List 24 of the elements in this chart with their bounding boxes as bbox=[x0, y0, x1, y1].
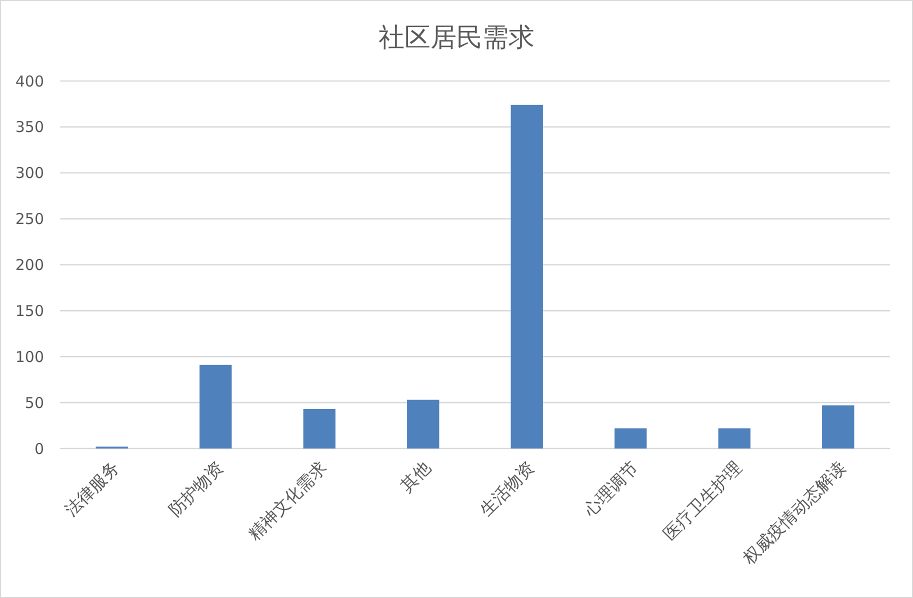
x-tick-label: 精神文化需求 bbox=[244, 458, 332, 544]
bar bbox=[200, 364, 232, 448]
bar bbox=[303, 408, 336, 448]
y-tick-label: 200 bbox=[15, 256, 44, 274]
x-tick-label: 医疗卫生护理 bbox=[660, 458, 746, 544]
bar bbox=[510, 104, 543, 448]
bar bbox=[822, 405, 854, 448]
x-tick-label: 其他 bbox=[396, 458, 435, 496]
x-tick-label: 法律服务 bbox=[61, 458, 124, 520]
y-tick-label: 400 bbox=[15, 72, 44, 90]
y-tick-label: 250 bbox=[15, 210, 44, 228]
x-tick-label: 防护物资 bbox=[165, 458, 228, 520]
bar bbox=[407, 400, 440, 448]
y-tick-label: 50 bbox=[24, 394, 44, 412]
bar bbox=[614, 428, 647, 448]
y-tick-label: 0 bbox=[34, 440, 44, 458]
y-tick-label: 300 bbox=[15, 164, 44, 182]
y-tick-label: 100 bbox=[15, 348, 44, 366]
y-tick-label: 350 bbox=[15, 118, 44, 136]
y-tick-label: 150 bbox=[15, 302, 44, 320]
bar bbox=[718, 428, 750, 448]
x-tick-label: 生活物资 bbox=[476, 458, 539, 520]
x-tick-label: 心理调节 bbox=[579, 458, 642, 522]
chart-title: 社区居民需求 bbox=[378, 23, 534, 52]
